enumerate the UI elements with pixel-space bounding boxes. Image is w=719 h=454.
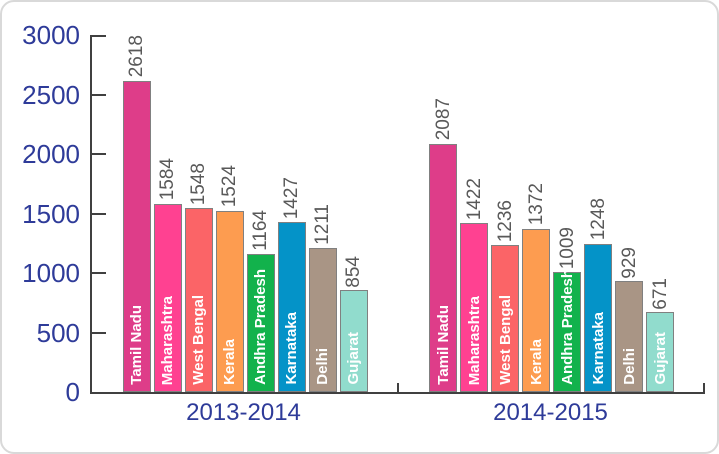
y-axis-tick: [92, 212, 106, 215]
bar-category-label: Karnataka: [283, 312, 301, 385]
group-label-2013-2014: 2013-2014: [186, 399, 301, 426]
bar-andhra-pradesh: Andhra Pradesh: [553, 269, 582, 392]
bar-value-label: 2087: [432, 98, 454, 141]
bar-wrap: 1524 Kerala: [215, 35, 244, 392]
y-axis-tick: [92, 35, 106, 37]
y-axis-label: 0: [65, 377, 80, 407]
bar-category-label: West Bengal: [496, 295, 514, 385]
bar-category-label: Kerala: [221, 339, 239, 385]
bar-tamil-nadu: Tamil Nadu: [122, 80, 151, 392]
y-axis-tick: [92, 272, 106, 274]
bar-wrap: 854 Gujarat: [339, 35, 368, 392]
bar-tamil-nadu: Tamil Nadu: [429, 143, 458, 392]
bar-wrap: 2087 Tamil Nadu: [429, 35, 458, 392]
bar-category-label: Andhra Pradesh: [252, 269, 270, 385]
bar-maharashtra: Maharashtra: [153, 203, 182, 392]
bar-wrap: 1009 Andhra Pradesh: [553, 35, 582, 392]
bar-value-label: 1422: [463, 177, 485, 220]
y-axis-label: 500: [36, 317, 80, 348]
bar-group-2013-2014: 2618 Tamil Nadu 1584 Maharashtra 1548 West Be…: [92, 35, 399, 392]
bar-value-label: 1211: [312, 204, 334, 245]
plot-area: 2618 Tamil Nadu 1584 Maharashtra 1548 West Be…: [90, 35, 705, 394]
bar-wrap: 1427 Karnataka: [277, 35, 306, 392]
y-axis-tick: [92, 93, 106, 96]
y-axis-tick: [92, 331, 106, 334]
bar-category-label: Maharashtra: [159, 295, 177, 385]
y-axis-tick: [92, 153, 106, 155]
y-axis-label: 1000: [22, 258, 80, 288]
bar-karnataka: Karnataka: [584, 243, 613, 392]
y-axis-label: 1500: [22, 198, 80, 229]
bar-wrap: 2618 Tamil Nadu: [122, 35, 151, 392]
bar-category-label: Gujarat: [651, 332, 669, 385]
bar-kerala: Kerala: [215, 210, 244, 392]
bar-group-2014-2015: 2087 Tamil Nadu 1422 Maharashtra 1236 West Be…: [399, 35, 706, 392]
bar-value-label: 1427: [281, 176, 303, 220]
bar-wrap: 1236 West Bengal: [491, 35, 520, 392]
bar-value-label: 1164: [250, 209, 272, 251]
bar-category-label: Delhi: [314, 348, 332, 385]
bar-wrap: 929 Delhi: [615, 35, 644, 392]
bar-category-label: Maharashtra: [465, 295, 483, 385]
bar-value-label: 1372: [525, 183, 547, 226]
bar-wrap: 1422 Maharashtra: [460, 35, 489, 392]
bar-value-label: 1248: [587, 198, 609, 241]
bar-delhi: Delhi: [615, 281, 644, 392]
bar-value-label: 1009: [556, 226, 578, 269]
x-axis-tick: [396, 383, 399, 392]
bar-wrap: 1548 West Bengal: [184, 35, 213, 392]
bar-value-label: 1524: [219, 165, 241, 208]
bar-value-label: 854: [343, 255, 365, 288]
bar-andhra-pradesh: Andhra Pradesh: [246, 253, 275, 392]
bar-wrap: 1584 Maharashtra: [153, 35, 182, 392]
bar-delhi: Delhi: [308, 247, 337, 392]
bar-kerala: Kerala: [522, 228, 551, 392]
x-axis-tick: [703, 383, 705, 392]
bar-wrap: 1164 Andhra Pradesh: [246, 35, 275, 392]
bar-wrap: 1248 Karnataka: [584, 35, 613, 392]
bar-value-label: 929: [618, 246, 640, 279]
bar-west-bengal: West Bengal: [491, 244, 520, 392]
group-label-2014-2015: 2014-2015: [493, 399, 608, 426]
y-axis-label: 2000: [22, 139, 80, 169]
bar-category-label: Andhra Pradesh: [558, 269, 576, 385]
bar-value-label: 671: [649, 277, 671, 310]
bar-value-label: 2618: [126, 35, 148, 78]
bar-gujarat: Gujarat: [339, 290, 368, 392]
bar-west-bengal: West Bengal: [184, 207, 213, 392]
bar-wrap: 1372 Kerala: [522, 35, 551, 392]
bar-value-label: 1236: [494, 199, 516, 242]
bar-value-label: 1548: [188, 162, 210, 205]
bar-category-label: Gujarat: [345, 332, 363, 385]
bar-category-label: Karnataka: [589, 312, 607, 385]
bar-karnataka: Karnataka: [277, 222, 306, 392]
bar-wrap: 1211 Delhi: [308, 35, 337, 392]
bar-value-label: 1584: [157, 158, 179, 201]
bar-category-label: Tamil Nadu: [128, 305, 146, 385]
bar-wrap: 671 Gujarat: [646, 35, 675, 392]
y-axis-label: 3000: [22, 20, 80, 50]
y-axis-label: 2500: [22, 79, 80, 110]
bar-category-label: Delhi: [620, 348, 638, 385]
bar-gujarat: Gujarat: [646, 312, 675, 392]
bar-category-label: West Bengal: [190, 295, 208, 385]
bar-category-label: Tamil Nadu: [434, 305, 452, 385]
bar-maharashtra: Maharashtra: [460, 222, 489, 392]
bar-category-label: Kerala: [527, 339, 545, 385]
